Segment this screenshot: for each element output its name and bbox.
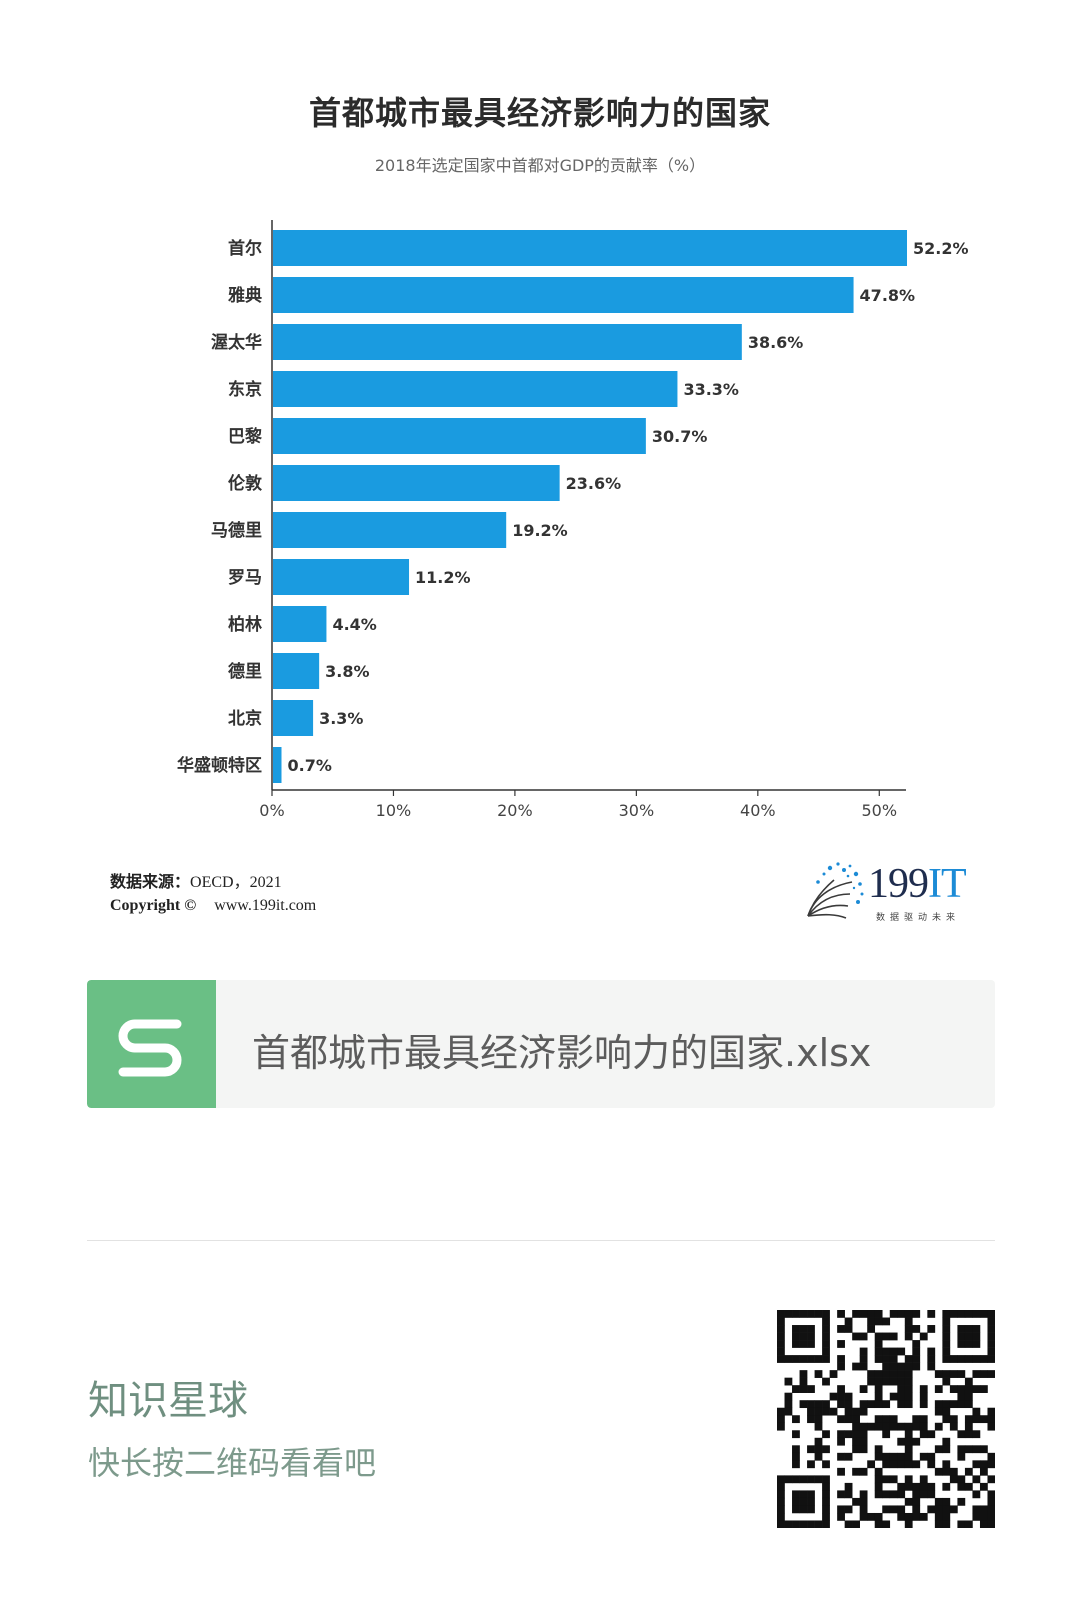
website-link[interactable]: www.199it.com <box>214 897 317 914</box>
category-label: 巴黎 <box>228 426 262 447</box>
brand-name: 199IT <box>868 861 967 907</box>
bar <box>273 747 282 783</box>
source-value: OECD，2021 <box>190 874 282 891</box>
value-label: 3.3% <box>319 709 363 728</box>
category-label: 伦敦 <box>228 473 263 494</box>
category-label: 罗马 <box>228 568 262 588</box>
x-tick-label: 30% <box>619 801 655 820</box>
copyright-label: Copyright © <box>110 897 197 914</box>
category-label: 德里 <box>228 661 262 682</box>
value-label: 0.7% <box>288 756 332 775</box>
x-tick-label: 10% <box>376 801 412 820</box>
category-label: 渥太华 <box>211 332 262 353</box>
category-label: 马德里 <box>211 520 262 541</box>
value-label: 38.6% <box>748 333 804 352</box>
bar <box>273 606 327 642</box>
category-label: 东京 <box>228 379 262 400</box>
value-label: 47.8% <box>860 286 916 305</box>
bar <box>273 653 320 689</box>
bar <box>273 559 410 595</box>
value-label: 11.2% <box>415 568 471 587</box>
bar <box>273 512 507 548</box>
bar <box>273 465 560 501</box>
value-label: 3.8% <box>325 662 369 681</box>
file-attachment-card[interactable]: 首都城市最具经济影响力的国家.xlsx <box>87 980 995 1108</box>
source-line: 数据来源：OECD，2021 <box>110 868 282 892</box>
source-label: 数据来源： <box>110 874 191 891</box>
x-tick-label: 20% <box>497 801 533 820</box>
x-tick-label: 50% <box>861 801 897 820</box>
promo-subtitle: 快长按二维码看看吧 <box>88 1444 377 1482</box>
value-label: 33.3% <box>683 380 739 399</box>
bar <box>273 418 646 454</box>
bar <box>273 324 742 360</box>
value-label: 4.4% <box>332 615 376 634</box>
value-label: 19.2% <box>512 521 568 540</box>
chart-subtitle: 2018年选定国家中首都对GDP的贡献率（%） <box>374 156 706 175</box>
value-label: 23.6% <box>566 474 622 493</box>
chart-title: 首都城市最具经济影响力的国家 <box>308 94 771 132</box>
value-label: 30.7% <box>652 427 708 446</box>
value-label: 52.2% <box>913 239 969 258</box>
category-label: 北京 <box>228 708 262 729</box>
spreadsheet-s-icon <box>87 980 216 1108</box>
qr-code-icon[interactable] <box>777 1310 995 1528</box>
bar <box>273 371 678 407</box>
bar <box>273 230 907 266</box>
divider <box>87 1240 995 1241</box>
bar <box>273 700 314 736</box>
file-name: 首都城市最具经济影响力的国家.xlsx <box>252 1031 872 1075</box>
bar-chart: 首尔 52.2% 雅典 47.8% 渥太华 38.6% 东京 33.3% 巴黎 30.7% 伦敦 23… <box>177 220 969 820</box>
category-label: 雅典 <box>227 285 262 306</box>
brand-logo-icon <box>807 862 864 919</box>
bar <box>273 277 854 313</box>
brand-slogan: 数据驱动未来 <box>876 913 961 923</box>
x-tick-label: 0% <box>259 801 284 820</box>
category-label: 华盛顿特区 <box>177 755 262 776</box>
promo-title: 知识星球 <box>88 1378 248 1424</box>
category-label: 首尔 <box>228 238 262 259</box>
category-label: 柏林 <box>228 614 262 635</box>
x-tick-label: 40% <box>740 801 776 820</box>
copyright-line: Copyright © www.199it.com <box>110 897 316 915</box>
